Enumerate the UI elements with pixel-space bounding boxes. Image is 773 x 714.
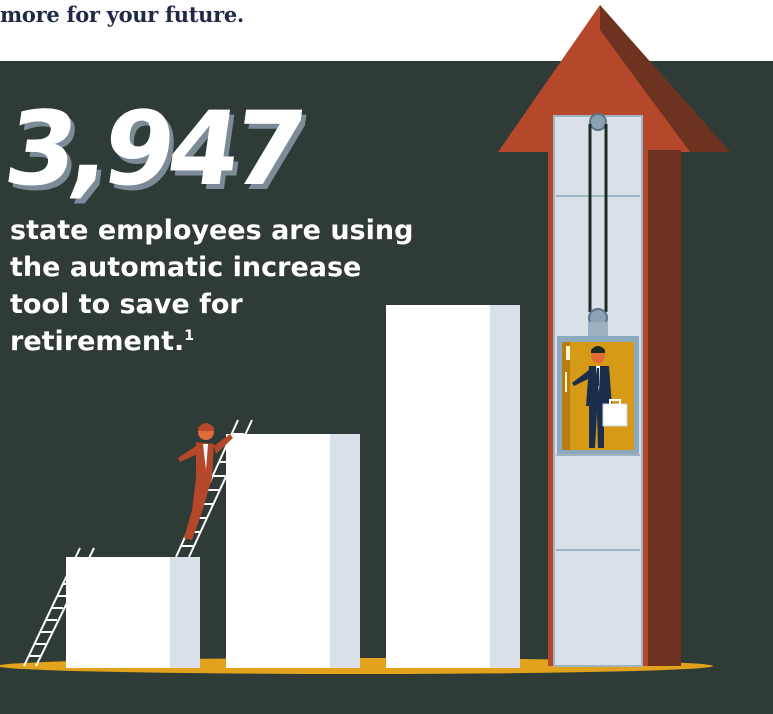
stat-caption: state employees are using the automatic … bbox=[10, 212, 490, 360]
bar-tall bbox=[386, 305, 520, 668]
bar-medium bbox=[226, 434, 360, 668]
footnote-marker: 1 bbox=[184, 328, 194, 344]
intro-text: more for your future. bbox=[0, 2, 244, 27]
climbing-man-icon bbox=[178, 423, 233, 540]
bar-small bbox=[66, 557, 200, 668]
ladder-icon bbox=[23, 547, 95, 667]
top-band: more for your future. bbox=[0, 0, 773, 61]
stat-caption-text: state employees are using the automatic … bbox=[10, 215, 414, 357]
stat-number: 3,947 bbox=[0, 90, 308, 209]
businessman-icon bbox=[572, 346, 628, 448]
